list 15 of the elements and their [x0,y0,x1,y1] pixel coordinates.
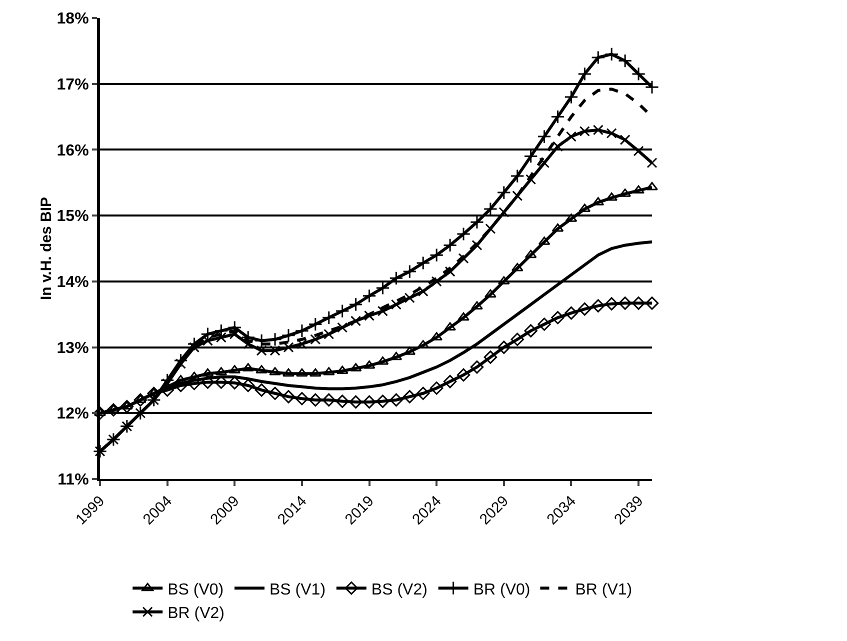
legend-label: BR (V0) [473,581,530,598]
legend-label: BS (V1) [270,581,326,598]
y-tick-label: 16% [56,142,89,160]
y-tick-label: 14% [56,274,89,292]
y-tick-label: 15% [56,208,89,226]
legend-label: BR (V1) [575,581,632,598]
y-tick-label: 13% [56,340,89,357]
legend-label: BS (V0) [168,581,224,598]
y-tick-label: 17% [56,76,89,94]
y-tick-label: 12% [56,406,89,423]
y-tick-label: 11% [58,472,89,489]
legend-label: BR (V2) [168,605,225,622]
y-tick-label: 18% [56,10,89,28]
legend-label: BS (V2) [371,581,428,598]
y-axis-title: In v.H. des BIP [38,196,55,300]
